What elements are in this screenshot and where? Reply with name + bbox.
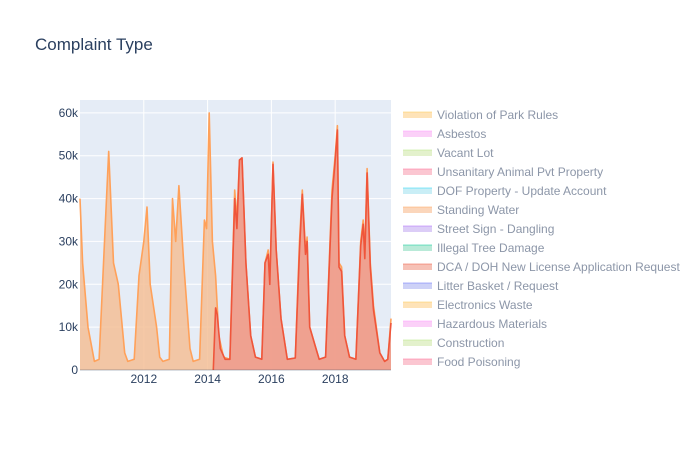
- legend-label: Electronics Waste: [437, 298, 533, 312]
- legend-item-13[interactable]: Food Poisoning: [403, 355, 520, 369]
- legend-item-4[interactable]: DOF Property - Update Account: [403, 184, 607, 198]
- legend-swatch: [403, 131, 432, 137]
- x-tick-label-1: 2014: [194, 372, 221, 386]
- legend-swatch: [403, 207, 432, 213]
- legend-swatch: [403, 264, 432, 270]
- y-tick-label-0: 0: [71, 363, 78, 377]
- legend-swatch: [403, 150, 432, 156]
- legend-label: Vacant Lot: [437, 146, 494, 160]
- y-tick-label-4: 40k: [59, 192, 79, 206]
- legend-swatch: [403, 359, 432, 365]
- legend-swatch: [403, 245, 432, 251]
- legend-label: Asbestos: [437, 127, 486, 141]
- legend-item-9[interactable]: Litter Basket / Request: [403, 279, 559, 293]
- series-area-1: [213, 130, 391, 370]
- legend-item-12[interactable]: Construction: [403, 336, 504, 350]
- legend-item-7[interactable]: Illegal Tree Damage: [403, 241, 545, 255]
- series-layer: [79, 112, 392, 371]
- legend-item-10[interactable]: Electronics Waste: [403, 298, 533, 312]
- legend-swatch: [403, 321, 432, 327]
- legend-label: Construction: [437, 336, 504, 350]
- legend-swatch: [403, 302, 432, 308]
- y-tick-label-3: 30k: [59, 234, 79, 248]
- x-axis: 2012 2014 2016 2018: [130, 372, 348, 386]
- legend-swatch: [403, 340, 432, 346]
- y-tick-label-5: 50k: [59, 149, 79, 163]
- y-tick-label-1: 10k: [59, 320, 79, 334]
- legend-item-0[interactable]: Violation of Park Rules: [403, 108, 558, 122]
- x-tick-label-0: 2012: [130, 372, 157, 386]
- x-tick-label-2: 2016: [258, 372, 285, 386]
- legend-label: Unsanitary Animal Pvt Property: [437, 165, 603, 179]
- legend-swatch: [403, 169, 432, 175]
- chart-title: Complaint Type: [35, 35, 153, 54]
- legend-item-6[interactable]: Street Sign - Dangling: [403, 222, 554, 236]
- legend-item-1[interactable]: Asbestos: [403, 127, 486, 141]
- legend-label: Litter Basket / Request: [437, 279, 559, 293]
- y-tick-label-2: 20k: [59, 277, 79, 291]
- legend-label: Food Poisoning: [437, 355, 520, 369]
- legend-label: DCA / DOH New License Application Reques…: [437, 260, 680, 274]
- x-tick-label-3: 2018: [322, 372, 349, 386]
- legend-item-11[interactable]: Hazardous Materials: [403, 317, 547, 331]
- legend-swatch: [403, 188, 432, 194]
- legend-swatch: [403, 112, 432, 118]
- legend-label: Street Sign - Dangling: [437, 222, 554, 236]
- legend-item-2[interactable]: Vacant Lot: [403, 146, 494, 160]
- y-tick-label-6: 60k: [59, 106, 79, 120]
- y-axis: 0 10k 20k 30k 40k 50k 60k: [59, 106, 79, 377]
- legend-item-5[interactable]: Standing Water: [403, 203, 519, 217]
- legend-item-3[interactable]: Unsanitary Animal Pvt Property: [403, 165, 603, 179]
- legend-label: DOF Property - Update Account: [437, 184, 607, 198]
- legend-swatch: [403, 226, 432, 232]
- legend: Violation of Park Rules Asbestos Vacant Lo…: [403, 108, 680, 369]
- legend-label: Standing Water: [437, 203, 519, 217]
- legend-label: Hazardous Materials: [437, 317, 547, 331]
- legend-swatch: [403, 283, 432, 289]
- legend-label: Illegal Tree Damage: [437, 241, 545, 255]
- legend-label: Violation of Park Rules: [437, 108, 558, 122]
- legend-item-8[interactable]: DCA / DOH New License Application Reques…: [403, 260, 680, 274]
- series-line-1: [212, 129, 392, 371]
